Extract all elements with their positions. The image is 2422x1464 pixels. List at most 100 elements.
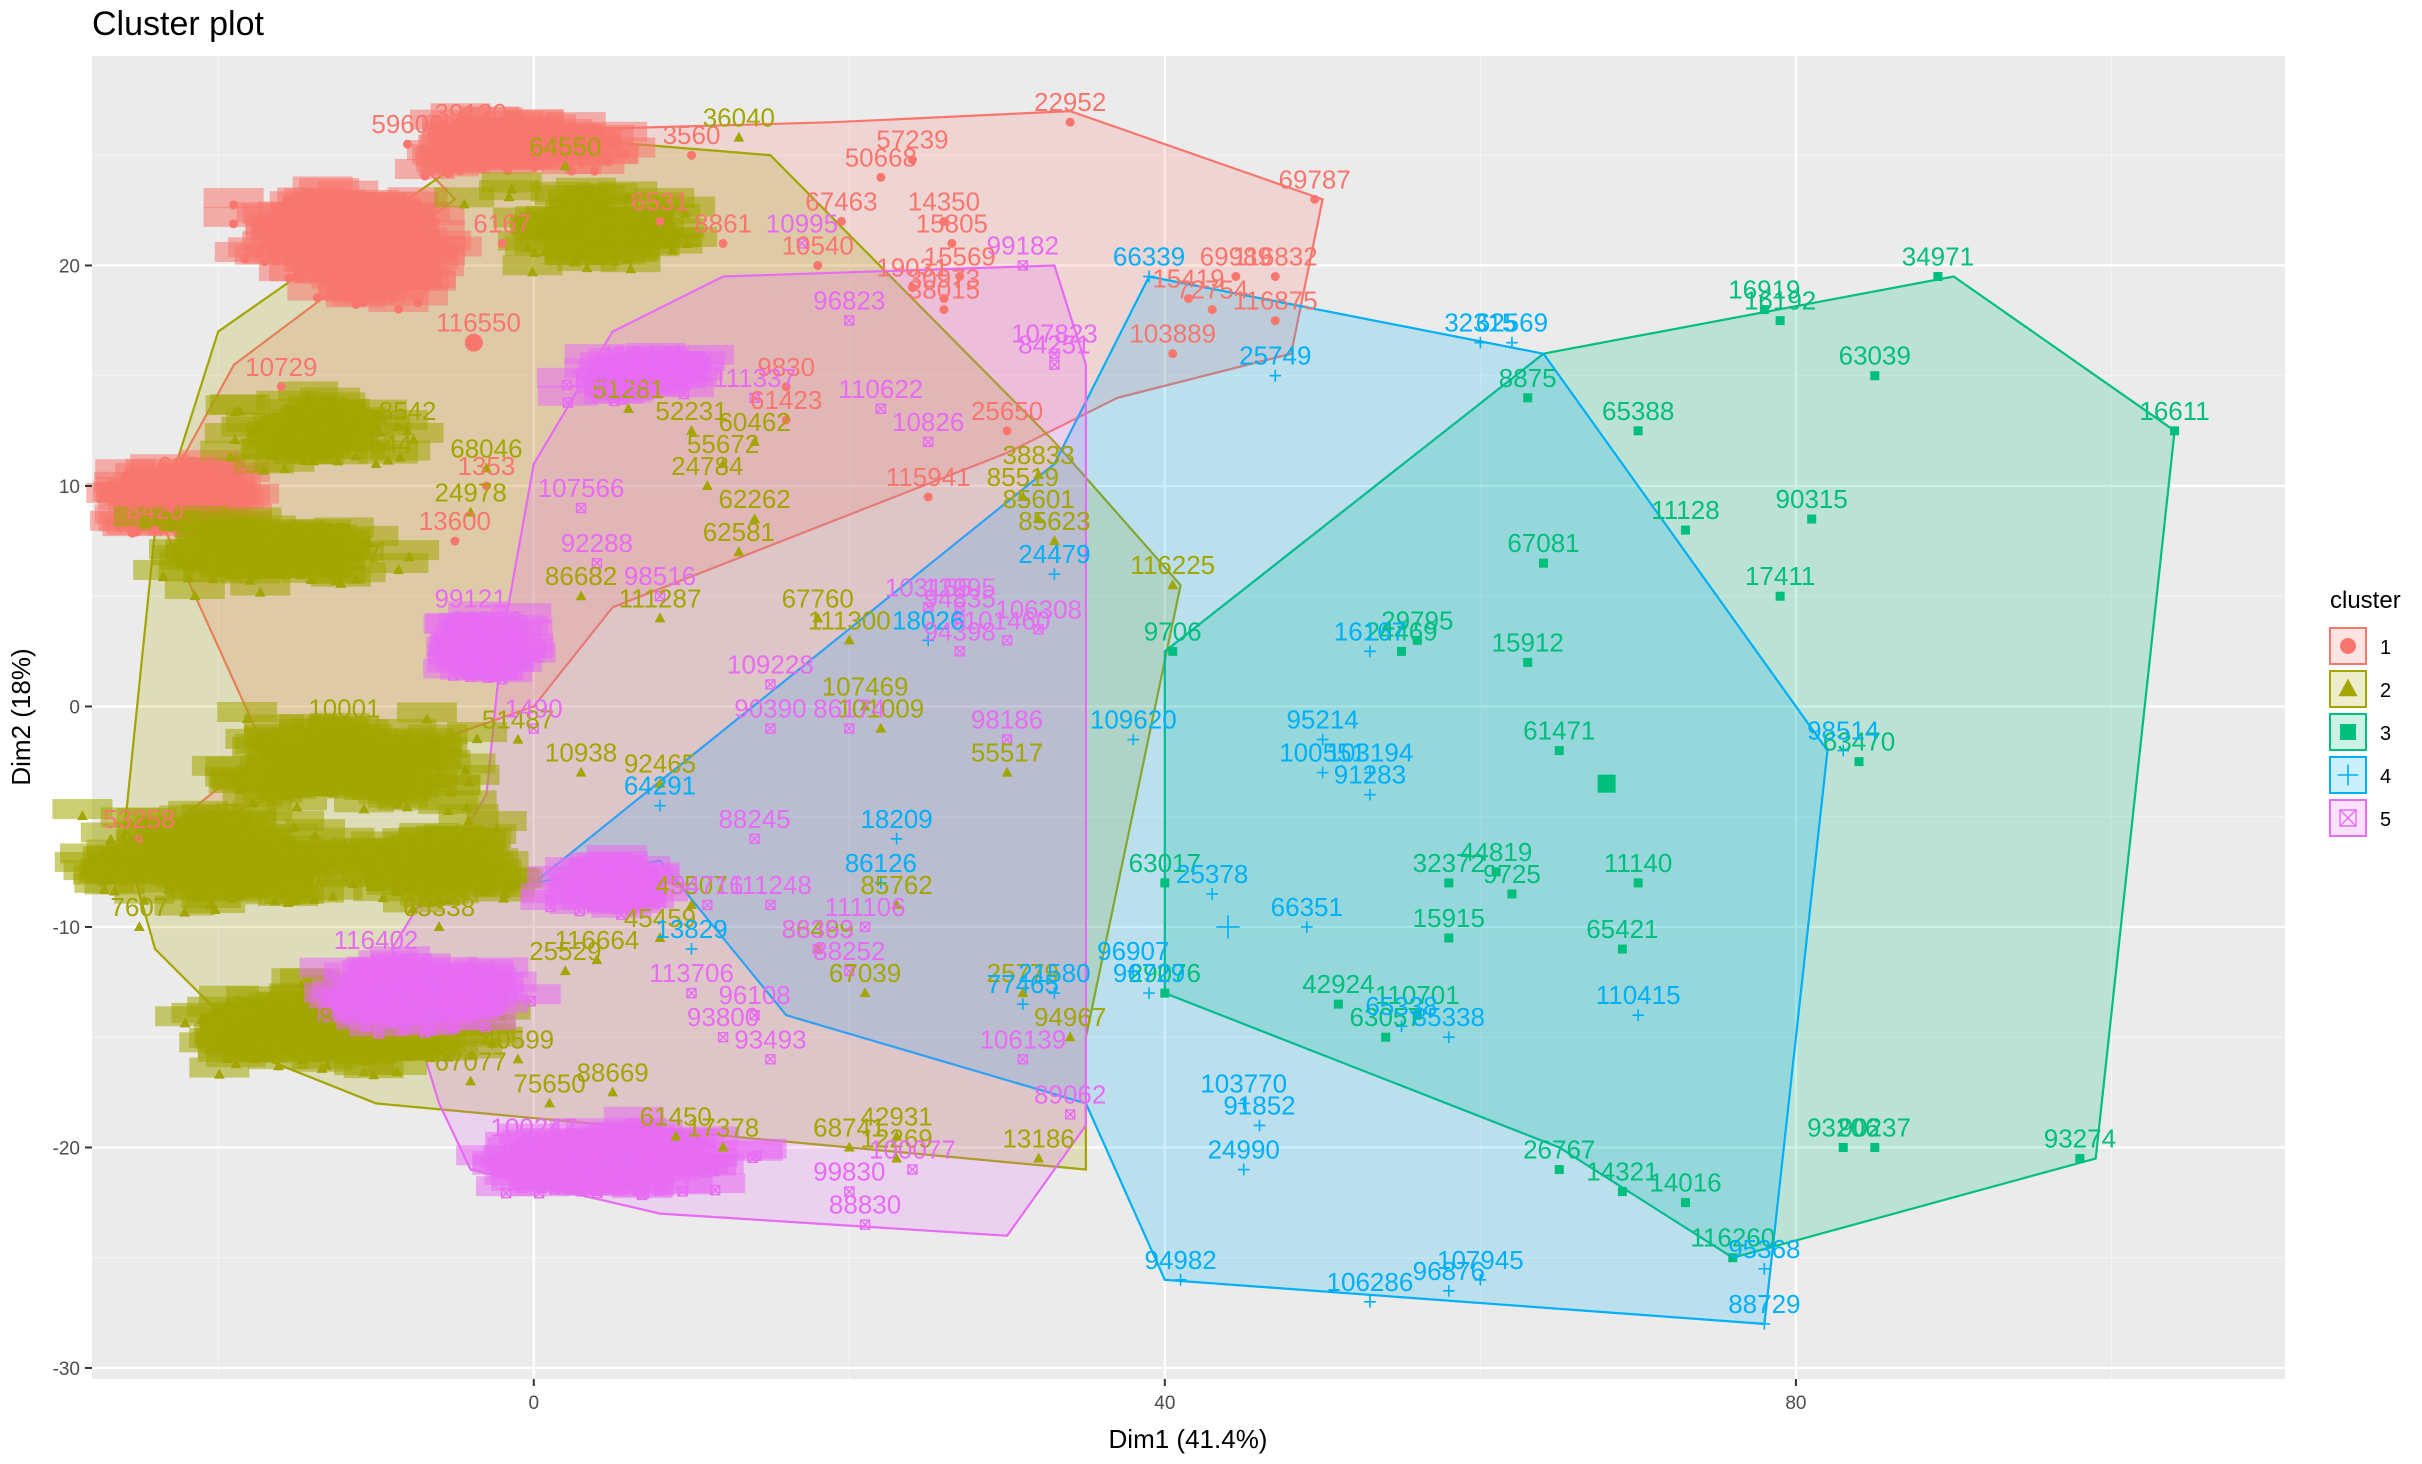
dense-cloud-point xyxy=(371,204,381,214)
point-cluster-1 xyxy=(813,260,823,270)
dense-cloud-point xyxy=(221,864,233,875)
dense-cloud-mark xyxy=(350,415,411,436)
dense-cloud-mark xyxy=(217,702,278,723)
dense-cloud-point xyxy=(244,574,256,585)
centroid-cluster-3 xyxy=(1597,774,1616,793)
dense-cloud-point xyxy=(407,903,419,914)
dense-cloud-mark xyxy=(245,215,306,236)
point-label-cluster-2: 7607 xyxy=(110,892,168,922)
point-label-cluster-2: 8542 xyxy=(379,396,437,426)
dense-cloud-mark xyxy=(235,515,296,536)
dense-cloud-point xyxy=(230,1058,242,1069)
point-label-cluster-1: 13600 xyxy=(419,506,491,536)
dense-cloud-mark xyxy=(554,204,615,225)
chart-title: Cluster plot xyxy=(92,5,265,43)
dense-cloud-point xyxy=(155,466,165,476)
point-label-cluster-4: 25378 xyxy=(1176,859,1248,889)
dense-cloud-point xyxy=(568,147,578,157)
point-label-cluster-1: 7239 xyxy=(268,242,326,272)
point-label-cluster-3: 16611 xyxy=(2139,396,2209,426)
dense-cloud-point xyxy=(679,207,691,218)
point-label-cluster-2: 72048 xyxy=(261,1002,333,1032)
point-cluster-1 xyxy=(1168,349,1178,359)
dense-cloud-point xyxy=(403,551,415,562)
point-label-cluster-1: 72754 xyxy=(1176,275,1248,305)
point-label-cluster-4: 107945 xyxy=(1437,1245,1524,1275)
point-label-cluster-5: 111106 xyxy=(825,892,906,922)
dense-cloud-mark xyxy=(282,737,343,758)
dense-cloud-mark xyxy=(420,774,481,795)
dense-cloud-point xyxy=(312,1051,323,1062)
point-cluster-1 xyxy=(1270,316,1280,326)
point-label-cluster-5: 88830 xyxy=(829,1190,901,1220)
point-label-cluster-2: 55672 xyxy=(687,429,759,459)
dense-cloud-point xyxy=(259,868,271,879)
point-label-cluster-5: 10795 xyxy=(498,1135,570,1165)
dense-cloud-point xyxy=(471,733,483,744)
point-label-cluster-5: 92288 xyxy=(561,528,633,558)
point-cluster-3 xyxy=(1854,757,1864,767)
point-label-cluster-5: 98516 xyxy=(624,561,696,591)
point-label-cluster-5: 98186 xyxy=(971,705,1043,735)
dense-cloud-point xyxy=(498,892,510,903)
point-label-cluster-3: 93274 xyxy=(2044,1124,2116,1154)
point-cluster-3 xyxy=(1396,646,1406,656)
dense-cloud-mark xyxy=(286,251,347,272)
point-cluster-3 xyxy=(1933,272,1943,281)
point-cluster-3 xyxy=(1160,878,1170,888)
legend-label-5: 5 xyxy=(2380,809,2391,831)
point-cluster-3 xyxy=(1507,889,1517,899)
dense-cloud-mark xyxy=(219,835,280,856)
point-label-cluster-5: 93493 xyxy=(734,1024,806,1054)
dense-cloud-point xyxy=(365,777,376,788)
dense-cloud-point xyxy=(423,261,433,271)
dense-cloud-point xyxy=(527,266,538,277)
dense-cloud-point xyxy=(408,433,419,444)
point-cluster-3 xyxy=(1160,988,1170,998)
point-label-cluster-2: 86682 xyxy=(545,561,617,591)
dense-cloud-point xyxy=(335,733,347,744)
dense-cloud-point xyxy=(570,256,582,267)
point-label-cluster-4: 95214 xyxy=(1286,705,1358,735)
point-cluster-1 xyxy=(718,238,728,248)
point-label-cluster-1: 69787 xyxy=(1279,164,1351,194)
dense-cloud-point xyxy=(218,887,230,898)
point-cluster-1 xyxy=(1310,194,1320,204)
point-cluster-3 xyxy=(1680,1198,1690,1208)
point-label-cluster-5: 103155 xyxy=(885,572,972,602)
point-cluster-1 xyxy=(939,305,949,315)
dense-cloud-point xyxy=(382,454,394,465)
dense-cloud-mark xyxy=(295,762,356,783)
dense-cloud-mark xyxy=(395,268,456,289)
dense-cloud-mark xyxy=(290,224,351,245)
point-cluster-3 xyxy=(1617,1187,1627,1197)
point-label-cluster-2: 88669 xyxy=(576,1057,648,1087)
dense-cloud-mark xyxy=(410,109,471,130)
dense-cloud-point xyxy=(185,862,197,873)
dense-cloud-point xyxy=(327,890,339,901)
dense-cloud-mark xyxy=(388,864,449,885)
point-label-cluster-4: 96729 xyxy=(1113,958,1185,988)
dense-cloud-point xyxy=(503,191,515,202)
point-label-cluster-2: 85623 xyxy=(1018,506,1090,536)
dense-cloud-mark xyxy=(438,804,499,825)
dense-cloud-point xyxy=(229,767,241,778)
point-label-cluster-3: 67081 xyxy=(1507,528,1579,558)
dense-cloud-point xyxy=(275,872,287,883)
point-cluster-1 xyxy=(876,172,886,182)
point-cluster-1 xyxy=(292,272,302,281)
point-label-cluster-5: 109228 xyxy=(727,649,814,679)
dense-cloud-point xyxy=(213,1068,225,1079)
dense-cloud-point xyxy=(189,590,201,601)
point-cluster-1 xyxy=(1270,272,1280,281)
dense-cloud-point xyxy=(366,274,376,284)
dense-cloud-mark xyxy=(396,702,457,723)
point-cluster-3 xyxy=(1775,591,1785,601)
dense-cloud-point xyxy=(525,995,536,1007)
point-label-cluster-5: 10826 xyxy=(892,407,964,437)
dense-cloud-mark xyxy=(387,187,448,208)
dense-cloud-point xyxy=(609,255,621,266)
x-tick-label: 0 xyxy=(528,1393,539,1414)
x-axis-title: Dim1 (41.4%) xyxy=(1109,1424,1268,1454)
